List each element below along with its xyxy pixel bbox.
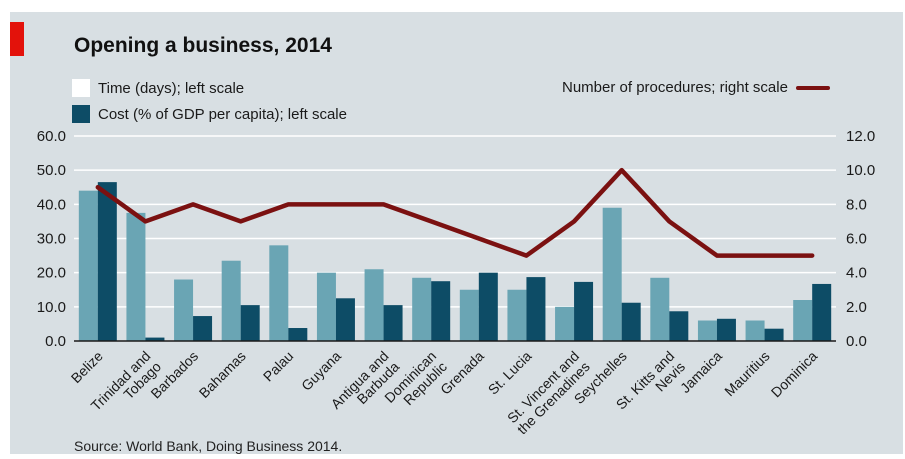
- category-label-line: Belize: [68, 348, 106, 386]
- bar-time: [459, 289, 479, 341]
- category-label: Palau: [260, 348, 297, 385]
- point-procedures: [621, 169, 623, 171]
- brand-red-tab: [10, 22, 24, 56]
- point-procedures: [811, 255, 813, 257]
- bar-cost: [145, 337, 165, 341]
- right-tick-label: 6.0: [846, 231, 867, 248]
- point-procedures: [97, 186, 99, 188]
- category-label: Dominica: [768, 348, 821, 401]
- category-label: DominicanRepublic: [381, 348, 450, 417]
- chart-source: Source: World Bank, Doing Business 2014.: [74, 438, 343, 454]
- bar-cost: [383, 305, 403, 341]
- bar-cost: [621, 302, 641, 341]
- left-tick-label: 0.0: [45, 333, 66, 350]
- bar-time: [78, 190, 98, 341]
- chart-title: Opening a business, 2014: [74, 34, 332, 57]
- point-procedures: [478, 238, 480, 239]
- legend-swatch-procedures: [795, 85, 830, 90]
- bar-cost: [669, 311, 689, 341]
- bar-cost: [193, 316, 213, 341]
- bar-time: [126, 212, 146, 341]
- point-procedures: [430, 220, 432, 222]
- category-label-line: Palau: [260, 348, 297, 385]
- bar-cost: [526, 277, 546, 341]
- category-label: Belize: [68, 348, 106, 386]
- bar-time: [221, 260, 241, 341]
- bar-cost: [97, 182, 117, 341]
- category-label-line: Mauritius: [721, 348, 772, 399]
- chart-panel: [10, 12, 903, 454]
- bar-cost: [716, 318, 736, 341]
- right-tick-label: 12.0: [846, 128, 875, 145]
- bar-time: [793, 300, 813, 341]
- point-procedures: [287, 203, 289, 205]
- category-label-line: Guyana: [298, 348, 344, 394]
- bar-time: [555, 306, 575, 341]
- category-label-line: Bahamas: [196, 348, 249, 401]
- bar-cost: [431, 281, 451, 341]
- bar-time: [364, 269, 384, 341]
- right-tick-label: 2.0: [846, 299, 867, 316]
- left-tick-label: 10.0: [37, 299, 66, 316]
- point-procedures: [668, 220, 670, 222]
- point-procedures: [525, 255, 527, 257]
- category-label: Mauritius: [721, 348, 772, 399]
- point-procedures: [573, 220, 575, 222]
- left-tick-label: 60.0: [37, 128, 66, 145]
- right-tick-label: 8.0: [846, 196, 867, 213]
- point-procedures: [383, 203, 385, 205]
- bar-time: [412, 277, 432, 341]
- left-tick-label: 50.0: [37, 162, 66, 179]
- point-procedures: [716, 255, 718, 257]
- point-procedures: [764, 255, 766, 257]
- line-procedures: [95, 167, 815, 258]
- point-procedures: [335, 203, 337, 205]
- left-tick-label: 40.0: [37, 196, 66, 213]
- left-tick-label: 30.0: [37, 231, 66, 248]
- bar-time: [602, 207, 622, 341]
- bar-time: [174, 279, 194, 341]
- bar-cost: [574, 281, 594, 341]
- bar-time: [697, 320, 717, 341]
- bar-time: [650, 277, 670, 341]
- bar-time: [316, 272, 336, 341]
- legend-time: Time (days); left scale: [72, 79, 244, 97]
- category-label: Bahamas: [196, 348, 249, 401]
- legend-label-cost: Cost (% of GDP per capita); left scale: [98, 105, 347, 123]
- bar-cost: [335, 298, 355, 341]
- legend-procedures: Number of procedures; right scale: [562, 79, 830, 96]
- bar-cost: [764, 328, 784, 341]
- category-label: Guyana: [298, 348, 344, 394]
- point-procedures: [192, 203, 194, 205]
- bar-cost: [240, 305, 260, 341]
- left-tick-label: 20.0: [37, 265, 66, 282]
- point-procedures: [240, 220, 242, 222]
- legend-swatch-time: [72, 79, 90, 97]
- bar-cost: [288, 328, 308, 341]
- bar-cost: [812, 283, 832, 341]
- legend-cost: Cost (% of GDP per capita); left scale: [72, 105, 347, 123]
- legend-label-time: Time (days); left scale: [98, 79, 245, 97]
- right-tick-label: 0.0: [846, 333, 867, 350]
- bar-cost: [478, 272, 498, 341]
- right-tick-label: 4.0: [846, 265, 867, 282]
- bar-time: [507, 289, 527, 341]
- point-procedures: [144, 220, 146, 222]
- category-label-line: Dominica: [768, 348, 821, 401]
- legend-label-procedures: Number of procedures; right scale: [562, 79, 788, 96]
- bar-time: [745, 320, 765, 341]
- bar-time: [269, 245, 289, 341]
- legend-swatch-cost: [72, 105, 90, 123]
- right-tick-label: 10.0: [846, 162, 875, 179]
